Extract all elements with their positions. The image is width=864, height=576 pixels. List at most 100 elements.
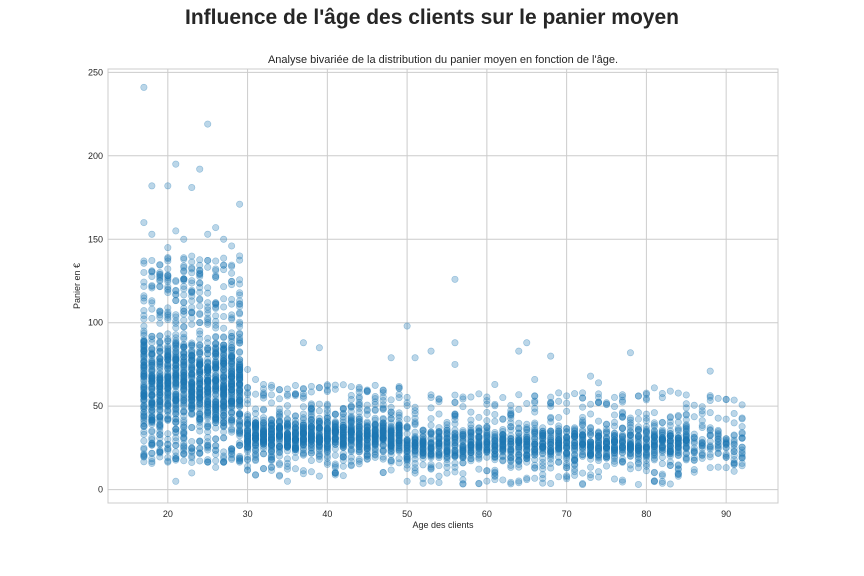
scatter-point [355,400,363,408]
scatter-point [172,380,180,388]
scatter-point [523,474,531,482]
scatter-point [172,392,180,400]
scatter-point [499,394,507,402]
scatter-point [618,424,626,432]
scatter-point [491,402,499,410]
scatter-point [491,435,499,443]
scatter-point [252,375,260,383]
scatter-point [156,397,164,405]
scatter-point [499,476,507,484]
scatter-point [148,399,156,407]
scatter-point [307,388,315,396]
scatter-point [236,309,244,317]
scatter-point [172,350,180,358]
scatter-point [531,397,539,405]
scatter-point [682,416,690,424]
scatter-point [419,448,427,456]
scatter-point [156,401,164,409]
scatter-point [196,403,204,411]
scatter-point [658,426,666,434]
scatter-point [148,413,156,421]
scatter-point [730,396,738,404]
scatter-point [172,379,180,387]
scatter-point [164,311,172,319]
scatter-point [690,466,698,474]
scatter-point [722,452,730,460]
scatter-point [419,433,427,441]
scatter-point [172,364,180,372]
scatter-point [499,415,507,423]
scatter-point [140,357,148,365]
scatter-point [483,400,491,408]
scatter-point [164,385,172,393]
scatter-point [156,423,164,431]
scatter-point [299,403,307,411]
scatter-point [331,424,339,432]
scatter-point [547,352,555,360]
scatter-point [212,333,220,341]
scatter-point [172,404,180,412]
scatter-point [140,336,148,344]
scatter-point [618,457,626,465]
scatter-point [180,350,188,358]
scatter-point [148,373,156,381]
scatter-point [634,455,642,463]
scatter-point [451,433,459,441]
scatter-point [515,457,523,465]
scatter-point [140,345,148,353]
scatter-point [180,397,188,405]
scatter-point [283,465,291,473]
scatter-point [387,411,395,419]
scatter-point [172,357,180,365]
scatter-point [435,398,443,406]
scatter-point [180,350,188,358]
scatter-point [164,344,172,352]
scatter-point [595,379,603,387]
scatter-point [140,386,148,394]
scatter-point [443,447,451,455]
scatter-point [164,379,172,387]
scatter-point [140,359,148,367]
scatter-point [140,332,148,340]
scatter-point [148,391,156,399]
scatter-point [156,374,164,382]
scatter-point [164,355,172,363]
scatter-point [212,299,220,307]
scatter-point [172,394,180,402]
scatter-point [387,354,395,362]
scatter-point [156,412,164,420]
scatter-point [164,377,172,385]
scatter-point [682,454,690,462]
scatter-point [148,409,156,417]
scatter-point [156,448,164,456]
scatter-point [180,387,188,395]
scatter-point [475,413,483,421]
scatter-point [140,385,148,393]
scatter-point [196,437,204,445]
scatter-point [164,400,172,408]
scatter-point [355,415,363,423]
scatter-point [563,399,571,407]
scatter-point [164,405,172,413]
scatter-point [140,339,148,347]
scatter-point [148,367,156,375]
scatter-point [204,316,212,324]
scatter-point [666,480,674,488]
scatter-point [148,427,156,435]
scatter-point [156,416,164,424]
scatter-point [148,361,156,369]
scatter-point [148,403,156,411]
scatter-point [164,347,172,355]
scatter-point [156,274,164,282]
scatter-point [587,473,595,481]
scatter-point [212,457,220,465]
scatter-point [180,430,188,438]
scatter-point [172,373,180,381]
scatter-point [188,184,196,192]
scatter-point [467,449,475,457]
scatter-point [172,319,180,327]
scatter-point [172,401,180,409]
scatter-point [156,361,164,369]
scatter-point [148,416,156,424]
scatter-point [483,440,491,448]
